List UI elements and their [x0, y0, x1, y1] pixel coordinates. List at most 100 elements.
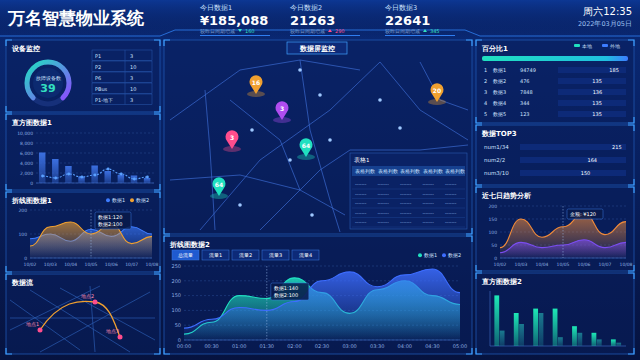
bar-track: [558, 89, 626, 95]
data-label: 135: [592, 78, 602, 84]
tick-label: 200: [18, 208, 27, 213]
panel-corner: [164, 348, 170, 354]
panel-title: 直方图数据1: [11, 118, 52, 127]
poi-dot: [250, 128, 254, 132]
table-divider: [125, 61, 126, 72]
gauge-arc: [27, 62, 69, 98]
map-title-tab: [287, 42, 347, 54]
header-band: [0, 0, 640, 38]
category-label: 数据4: [493, 100, 506, 106]
grid-line: [36, 153, 154, 154]
table: 表格1表格列数表格列数表格列数表格列数表格列数-----------------…: [350, 153, 467, 229]
kpi: 今日数据221263较昨日同期增减290: [290, 4, 360, 36]
panel-corner: [628, 179, 634, 185]
grid-line: [184, 266, 460, 267]
table-divider: [125, 83, 126, 94]
amount: 7848: [520, 89, 533, 95]
road: [260, 150, 350, 230]
panel-frame: [164, 236, 472, 354]
bar: [39, 153, 45, 184]
amount: 344: [520, 100, 530, 106]
panel-corner: [628, 273, 634, 279]
y-axis: [490, 291, 491, 346]
table-cell: -------: [355, 201, 367, 206]
table-row: [92, 50, 152, 61]
tab[interactable]: [262, 250, 289, 260]
tick-label: 200: [171, 278, 181, 284]
tooltip: [271, 283, 309, 300]
date: 2022年03月05日: [578, 20, 632, 28]
tab[interactable]: [292, 250, 319, 260]
kpi-change: 160: [245, 28, 255, 34]
dashboard: 万名智慧物业系统周六12:352022年03月05日今日数据1¥185,088较…: [0, 0, 640, 360]
tick-label: 0: [24, 256, 27, 261]
marker-pin: [213, 177, 226, 196]
table-header-row: [352, 166, 465, 176]
chart: 02,0004,0006,0008,00010,000: [17, 131, 154, 186]
tick-label: 50: [175, 322, 181, 328]
rank: 1: [484, 67, 487, 73]
data-label: 164: [587, 157, 597, 163]
street: [60, 288, 155, 340]
tick-label: 05:00: [453, 343, 467, 349]
panel-title: 设备监控: [11, 45, 40, 53]
line: [43, 169, 148, 179]
category-label: 数据2: [493, 78, 506, 84]
tick-label: 4,000: [20, 161, 33, 166]
table-cell: 3: [130, 97, 133, 103]
tick-label: 10/03: [44, 262, 57, 267]
point: [120, 173, 123, 176]
map-title: 数据屏监控: [299, 45, 335, 53]
panel-corner: [154, 192, 160, 198]
bar: [500, 331, 505, 346]
area: [184, 269, 460, 340]
panel-frame: [6, 192, 160, 272]
legend-swatch: [106, 198, 110, 202]
marker-pin: [300, 138, 313, 157]
place-dot: [118, 335, 123, 340]
amount: 476: [520, 78, 530, 84]
table-cell: -------: [423, 192, 435, 197]
poi-dot: [238, 203, 242, 207]
table-cell: -------: [355, 182, 367, 187]
point: [80, 176, 83, 179]
tick-label: 10/02: [494, 262, 507, 267]
page-title: 万名智慧物业系统: [7, 8, 145, 28]
tooltip-guide: [266, 266, 267, 340]
flow-route: [40, 301, 120, 337]
table-cell: P2: [95, 64, 101, 70]
panel-frame: [6, 114, 160, 190]
panel-title: 折线图数据2: [169, 241, 210, 249]
legend-swatch: [442, 253, 446, 257]
marker-value: 20: [433, 87, 441, 94]
tick-label: 10/08: [146, 262, 159, 267]
tab[interactable]: [232, 250, 259, 260]
rank: 2: [484, 78, 487, 84]
poi-dot: [298, 68, 302, 72]
table-cell: -------: [378, 220, 390, 225]
panel-corner: [466, 40, 472, 46]
road: [170, 60, 360, 120]
panel: 数据屏监控1633646420表格1表格列数表格列数表格列数表格列数表格列数--…: [164, 40, 472, 234]
road: [205, 90, 215, 230]
gauge-label: 故障设备数: [36, 75, 61, 81]
panel-corner: [628, 348, 634, 354]
table-cell: -------: [400, 220, 412, 225]
panel-corner: [164, 228, 170, 234]
bar: [611, 339, 616, 346]
tab[interactable]: [172, 250, 199, 260]
panel-corner: [6, 266, 12, 272]
kpi-arrow: [238, 29, 242, 32]
bar: [91, 166, 97, 184]
data-label: 135: [592, 111, 602, 117]
panel-corner: [154, 40, 160, 46]
tick-label: 0: [494, 256, 497, 261]
panel-corner: [154, 274, 160, 280]
tick-label: 10/07: [599, 262, 612, 267]
tick-label: 10/02: [24, 262, 37, 267]
table-cell: PBus: [95, 86, 108, 92]
table-header-cell: 表格列数: [445, 168, 465, 174]
tick-label: 03:00: [342, 343, 356, 349]
tab[interactable]: [202, 250, 229, 260]
point: [94, 174, 97, 177]
